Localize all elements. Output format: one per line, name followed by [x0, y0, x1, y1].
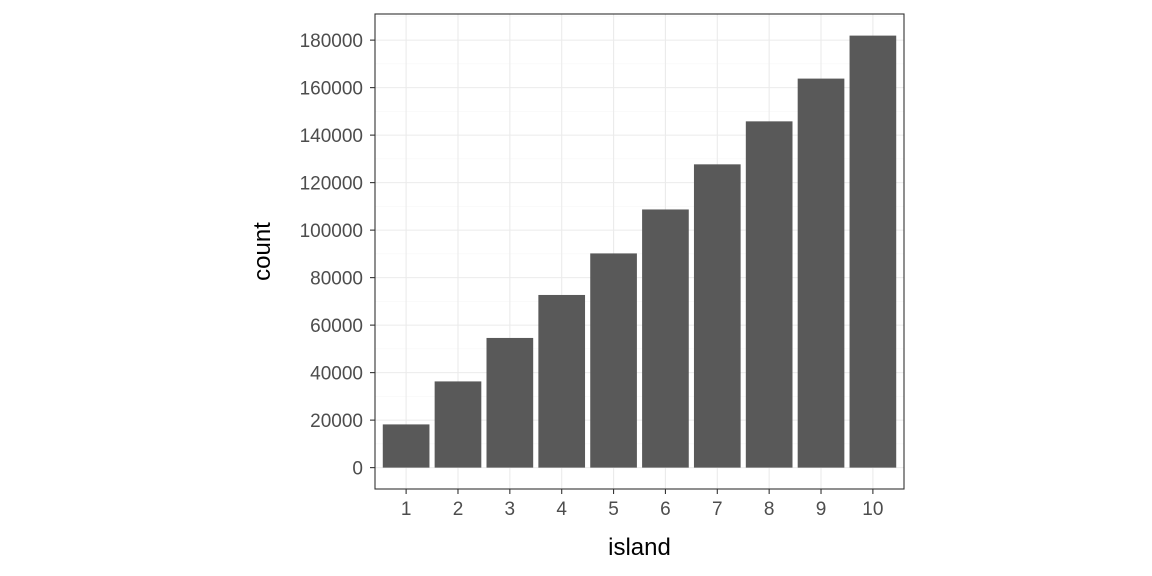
x-tick-label: 5	[608, 499, 619, 520]
bar-9	[797, 78, 845, 468]
bars	[382, 35, 897, 468]
x-tick-label: 1	[401, 499, 412, 520]
x-tick-label: 7	[712, 499, 723, 520]
bar-1	[382, 424, 430, 468]
y-tick-label: 80000	[310, 269, 363, 290]
x-tick-label: 2	[453, 499, 464, 520]
bar-10	[849, 35, 897, 468]
y-tick-label: 120000	[300, 174, 363, 195]
y-tick-label: 20000	[310, 411, 363, 432]
x-axis: 1 2 3 4 5 6 7 8 9 10	[401, 489, 883, 520]
x-tick-label: 6	[660, 499, 671, 520]
x-tick-label: 9	[816, 499, 827, 520]
x-tick-label: 4	[556, 499, 567, 520]
bar-8	[745, 121, 793, 468]
bar-7	[693, 164, 741, 468]
y-tick-label: 40000	[310, 364, 363, 385]
x-tick-label: 8	[764, 499, 775, 520]
y-tick-label: 180000	[300, 31, 363, 52]
y-axis-title: count	[249, 222, 276, 281]
y-tick-label: 140000	[300, 126, 363, 147]
x-tick-label: 10	[862, 499, 883, 520]
bar-5	[590, 253, 637, 468]
x-axis-title: island	[608, 534, 671, 561]
bar-3	[486, 337, 534, 468]
x-tick-label: 3	[505, 499, 516, 520]
y-tick-label: 60000	[310, 316, 363, 337]
plot-panel-border	[374, 13, 905, 490]
y-tick-label: 100000	[300, 221, 363, 242]
y-tick-label: 0	[352, 459, 363, 480]
y-tick-label: 160000	[300, 79, 363, 100]
bar-2	[434, 381, 482, 468]
bar-4	[538, 294, 586, 468]
y-axis: 0 20000 40000 60000 80000 100000 120000 140000 1…	[300, 31, 375, 480]
bar-6	[642, 209, 689, 468]
